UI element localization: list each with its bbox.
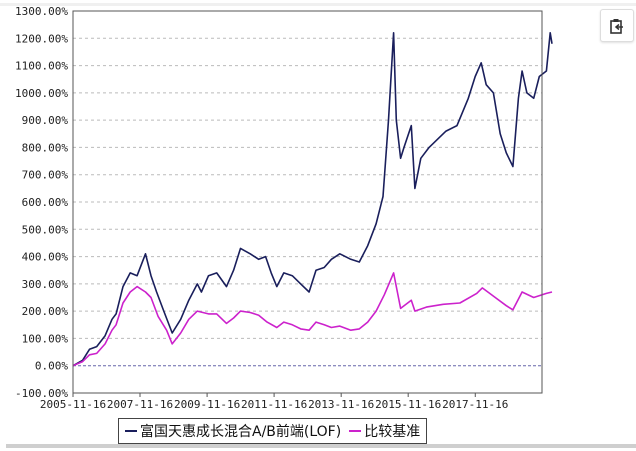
legend-item-benchmark: 比较基准 <box>364 424 421 440</box>
series-line-fund <box>72 31 553 367</box>
x-tick-label: 2015-11-16 <box>375 398 441 411</box>
y-tick-label: 1100.00% <box>15 60 68 73</box>
bottom-divider <box>6 444 636 448</box>
y-tick-label: 100.00% <box>22 332 69 345</box>
x-tick-label: 2013-11-16 <box>308 398 374 411</box>
legend-swatch-benchmark <box>349 430 362 432</box>
x-tick-label: 2017-11-16 <box>442 398 508 411</box>
y-tick-label: 300.00% <box>22 278 69 291</box>
copy-button[interactable] <box>600 9 634 42</box>
y-tick-label: 1300.00% <box>15 5 68 18</box>
plot-frame <box>72 10 543 394</box>
y-tick-label: -100.00% <box>15 387 68 400</box>
series-line-benchmark <box>72 272 553 367</box>
x-tick-label: 2009-11-16 <box>174 398 240 411</box>
y-tick-label: 800.00% <box>22 141 69 154</box>
y-tick-label: 200.00% <box>22 305 69 318</box>
y-tick-label: 0.00% <box>35 360 68 373</box>
legend-item-fund: 富国天惠成长混合A/B前端(LOF) <box>140 424 342 440</box>
y-tick-label: 900.00% <box>22 114 69 127</box>
line-chart: 1300.00% 1200.00% 1100.00% 1000.00% 900.00% 8… <box>15 5 553 411</box>
legend-swatch-fund <box>125 430 137 432</box>
y-tick-label: 400.00% <box>22 251 69 264</box>
clipboard-icon <box>610 18 623 34</box>
x-tick-label: 2007-11-16 <box>107 398 173 411</box>
y-tick-label: 500.00% <box>22 223 69 236</box>
y-tick-label: 1200.00% <box>15 32 68 45</box>
x-tick-label: 2011-11-16 <box>241 398 307 411</box>
x-tick-label: 2005-11-16 <box>40 398 106 411</box>
y-tick-label: 600.00% <box>22 196 69 209</box>
y-tick-label: 700.00% <box>22 169 69 182</box>
y-tick-label: 1000.00% <box>15 87 68 100</box>
chart-legend: 富国天惠成长混合A/B前端(LOF) 比较基准 <box>118 418 428 444</box>
top-divider <box>0 3 636 6</box>
